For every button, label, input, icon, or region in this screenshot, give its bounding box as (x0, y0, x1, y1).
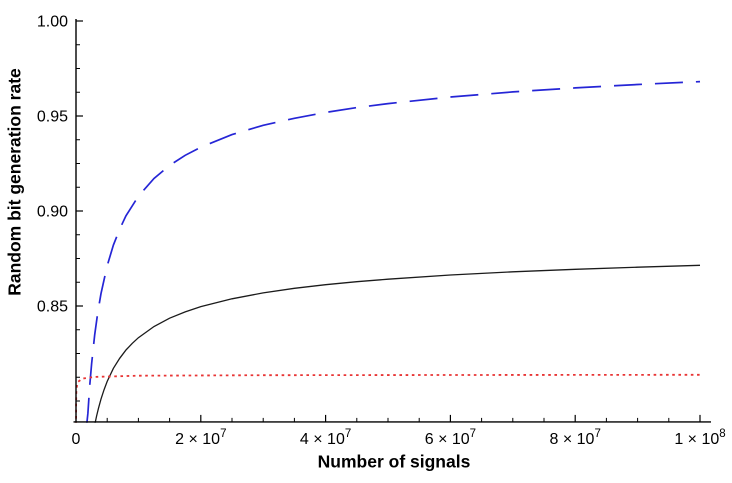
x-tick-label: 6 × 107 (425, 428, 476, 448)
y-tick-label: 0.95 (37, 109, 68, 126)
x-tick-label: 8 × 107 (550, 428, 601, 448)
x-tick-label: 4 × 107 (300, 428, 351, 448)
series-reference-rate-line-dotted-red (75, 373, 701, 423)
y-tick-label: 0.85 (37, 299, 68, 316)
axes-group: 1.00 0.95 0.90 0.85 0 2 × 107 4 × 107 6 × 107 8 … (37, 14, 726, 449)
y-axis-title: Random bit generation rate (4, 68, 25, 296)
y-tick-label: 0.90 (37, 204, 68, 221)
curves-group (75, 80, 701, 423)
x-tick-label: 0 (72, 431, 81, 448)
x-axis-title: Number of signals (317, 451, 471, 472)
y-tick-label: 1.00 (37, 14, 68, 31)
series-upper-rate-curve-dashed-blue (86, 80, 701, 423)
x-tick-label: 1 × 108 (674, 428, 725, 448)
series-middle-rate-curve-solid-black (94, 264, 701, 423)
x-tick-label: 2 × 107 (175, 428, 226, 448)
